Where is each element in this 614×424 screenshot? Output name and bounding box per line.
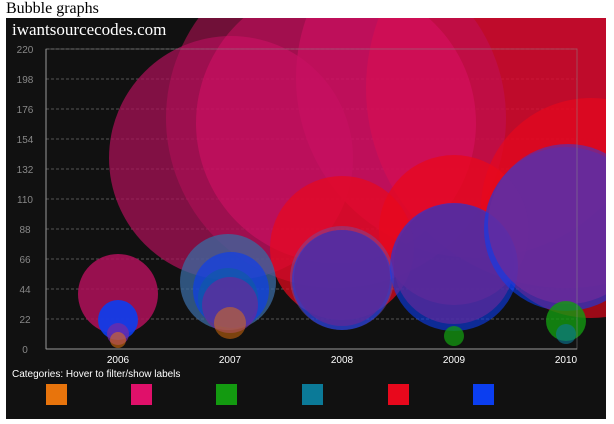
y-tick-label: 66 bbox=[19, 255, 31, 266]
bubble-purple-2009 bbox=[394, 204, 514, 324]
y-tick-label: 110 bbox=[17, 195, 33, 206]
y-tick-label: 176 bbox=[17, 105, 34, 116]
y-tick-label: 0 bbox=[22, 345, 28, 356]
y-tick-label: 22 bbox=[19, 315, 31, 326]
bubble-teal-2010 bbox=[556, 324, 576, 344]
bubble-chart: 220 198 176 154 132 110 88 66 44 22 0 20… bbox=[17, 18, 606, 366]
y-tick-label: 220 bbox=[17, 45, 34, 56]
x-tick-label: 2010 bbox=[555, 355, 578, 366]
bubble-orange-2006 bbox=[110, 332, 126, 348]
x-tick-label: 2006 bbox=[107, 355, 130, 366]
brand-watermark: iwantsourcecodes.com bbox=[12, 20, 167, 39]
legend-swatch-blue[interactable] bbox=[473, 384, 494, 405]
x-axis-labels: 2006 2007 2008 2009 2010 bbox=[107, 355, 578, 366]
bubble-green-2009 bbox=[444, 326, 464, 346]
bubbles bbox=[78, 18, 606, 348]
y-tick-label: 132 bbox=[17, 165, 34, 176]
legend-swatch-red[interactable] bbox=[388, 384, 409, 405]
y-tick-label: 44 bbox=[19, 285, 31, 296]
legend-swatch-green[interactable] bbox=[216, 384, 237, 405]
y-axis-labels: 220 198 176 154 132 110 88 66 44 22 0 bbox=[17, 45, 34, 356]
bubble-pink-2006 bbox=[78, 254, 158, 334]
x-tick-label: 2008 bbox=[331, 355, 354, 366]
legend-swatch-orange[interactable] bbox=[46, 384, 67, 405]
y-tick-label: 88 bbox=[19, 225, 31, 236]
x-tick-label: 2007 bbox=[219, 355, 242, 366]
chart-panel: iwantsourcecodes.com bbox=[6, 18, 606, 419]
x-tick-label: 2009 bbox=[443, 355, 466, 366]
bubble-green-2010 bbox=[546, 301, 586, 341]
legend-swatch-teal[interactable] bbox=[302, 384, 323, 405]
bubble-purple-2008 bbox=[294, 230, 390, 326]
legend-swatch-pink[interactable] bbox=[131, 384, 152, 405]
y-tick-label: 198 bbox=[17, 75, 34, 86]
y-tick-label: 154 bbox=[17, 135, 34, 146]
legend-title: Categories: Hover to filter/show labels bbox=[12, 369, 181, 380]
bubble-orange-2007 bbox=[214, 307, 246, 339]
page-title: Bubble graphs bbox=[6, 0, 99, 17]
